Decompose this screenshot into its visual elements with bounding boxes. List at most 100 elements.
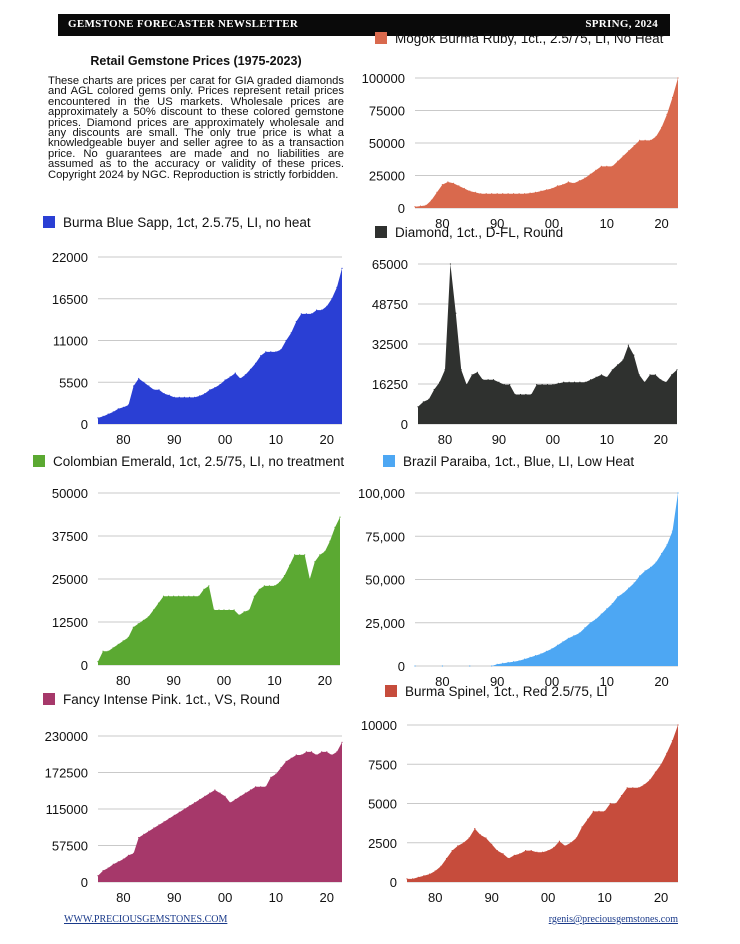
data-point <box>541 384 543 386</box>
area-series <box>98 268 342 424</box>
data-point <box>524 193 526 195</box>
data-point <box>545 189 548 191</box>
data-point <box>209 389 211 391</box>
data-point <box>480 193 482 195</box>
data-point <box>655 561 657 563</box>
y-tick-label: 0 <box>398 659 405 674</box>
data-point <box>476 371 478 373</box>
data-point <box>265 786 267 788</box>
data-point <box>188 595 190 597</box>
data-point <box>178 595 180 597</box>
data-point <box>107 413 109 415</box>
x-tick-label: 00 <box>545 674 559 689</box>
data-point <box>507 661 509 664</box>
data-point <box>471 374 473 376</box>
data-point <box>639 575 641 577</box>
data-point <box>568 381 570 383</box>
data-point <box>285 760 287 763</box>
data-point <box>434 870 436 872</box>
y-tick-label: 16250 <box>372 377 408 392</box>
data-point <box>168 394 170 396</box>
website-link[interactable]: WWW.PRECIOUSGEMSTONES.COM <box>64 914 228 925</box>
legend-label: Burma Blue Sapp, 1ct, 2.5.75, LI, no hea… <box>63 215 311 230</box>
data-point <box>530 850 532 852</box>
data-point <box>321 309 323 311</box>
data-point <box>513 854 515 856</box>
data-point <box>194 396 196 398</box>
data-point <box>584 627 586 629</box>
data-point <box>214 387 216 389</box>
data-point <box>639 139 641 141</box>
y-tick-label: 7500 <box>368 757 397 772</box>
y-tick-label: 172500 <box>45 766 88 781</box>
email-link[interactable]: rgenis@preciousgemstones.com <box>548 914 678 925</box>
data-point <box>436 191 438 193</box>
data-point <box>316 309 318 311</box>
data-point <box>530 393 532 396</box>
data-point <box>660 379 662 381</box>
data-point <box>127 636 129 639</box>
data-point <box>173 396 175 398</box>
intro-text: These charts are prices per carat for GI… <box>48 75 344 181</box>
data-point <box>551 187 553 190</box>
data-point <box>304 554 306 556</box>
x-tick-label: 90 <box>167 432 181 447</box>
data-point <box>419 205 422 207</box>
data-point <box>666 752 668 754</box>
data-point <box>644 139 646 141</box>
data-point <box>239 377 241 380</box>
data-point <box>496 663 498 665</box>
data-point <box>102 650 104 652</box>
data-point <box>671 96 674 99</box>
data-point <box>300 754 302 756</box>
data-point <box>331 298 333 300</box>
data-point <box>509 384 511 386</box>
data-point <box>677 492 679 494</box>
data-point <box>334 526 336 529</box>
y-tick-label: 16500 <box>52 292 88 307</box>
y-tick-label: 25000 <box>369 169 405 184</box>
data-point <box>107 867 109 869</box>
y-tick-label: 50000 <box>52 486 88 501</box>
data-point <box>310 751 313 753</box>
data-point <box>541 851 544 853</box>
data-point <box>474 828 476 830</box>
data-point <box>283 575 286 577</box>
data-point <box>547 850 549 852</box>
data-point <box>584 381 586 383</box>
data-point <box>671 530 674 532</box>
data-point <box>224 379 226 381</box>
data-point <box>611 165 613 167</box>
x-tick-label: 00 <box>218 890 232 905</box>
data-point <box>163 393 165 395</box>
y-tick-label: 230000 <box>45 729 88 744</box>
data-point <box>441 184 443 186</box>
data-point <box>255 786 257 788</box>
legend-label: Diamond, 1ct., D-FL, Round <box>395 225 563 240</box>
x-tick-label: 10 <box>597 890 611 905</box>
page-title: Retail Gemstone Prices (1975-2023) <box>90 54 302 68</box>
data-point <box>295 320 297 323</box>
data-point <box>204 393 206 395</box>
data-point <box>606 608 608 610</box>
data-point <box>147 616 149 618</box>
data-point <box>209 792 211 794</box>
data-point <box>265 351 267 353</box>
x-tick-label: 90 <box>492 432 506 447</box>
data-point <box>97 875 99 877</box>
data-point <box>529 656 531 659</box>
data-point <box>479 834 481 836</box>
data-point <box>309 578 311 580</box>
y-tick-label: 75,000 <box>365 529 405 544</box>
data-point <box>671 740 674 742</box>
legend-swatch <box>33 455 45 467</box>
data-point <box>178 811 180 813</box>
area-series <box>407 725 678 882</box>
data-point <box>519 853 521 855</box>
data-point <box>567 181 570 183</box>
data-point <box>627 344 630 346</box>
data-point <box>188 396 191 398</box>
legend-swatch <box>43 693 55 705</box>
y-tick-label: 75000 <box>369 104 405 119</box>
